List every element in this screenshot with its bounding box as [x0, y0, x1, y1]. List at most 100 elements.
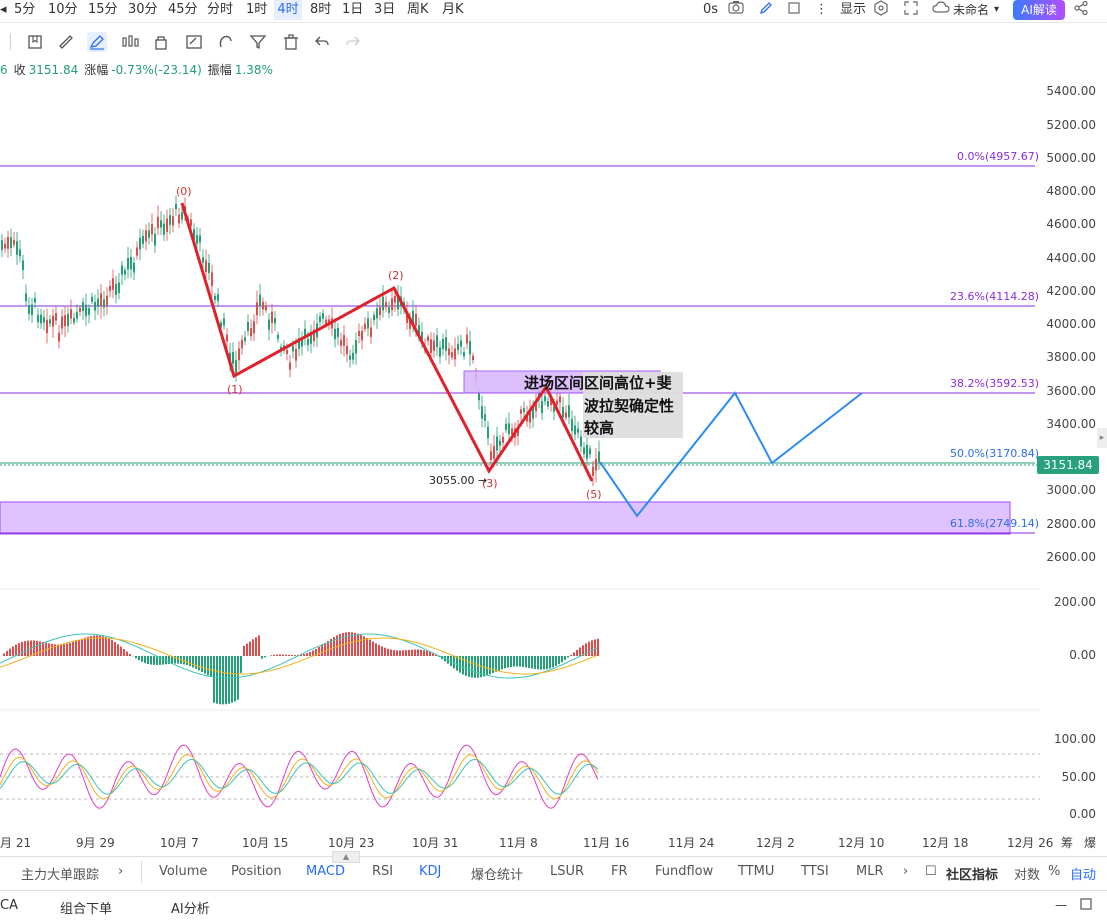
x-tick: 11月 16 [583, 834, 629, 851]
candle-body [457, 344, 459, 350]
chevron-right-icon[interactable]: › [118, 864, 123, 879]
bottom-tab-ai-analysis[interactable]: AI分析 [171, 898, 210, 917]
macd-bar [195, 656, 197, 669]
candle-body [589, 448, 591, 454]
share-icon[interactable] [1073, 0, 1089, 20]
bottom-tab-ca[interactable]: CA [0, 898, 18, 913]
macd-bar [543, 656, 545, 669]
tab-mlr[interactable]: MLR [856, 864, 884, 879]
resize-handle-icon[interactable]: ▲ [332, 851, 360, 863]
macd-bar [507, 656, 509, 668]
candle-body [145, 230, 147, 241]
log-scale-toggle[interactable]: 对数 [1014, 864, 1040, 883]
candle-body [205, 261, 207, 273]
macd-bar [372, 642, 374, 656]
macd-bar [210, 656, 212, 677]
candle-body [235, 360, 237, 373]
macd-bar [21, 642, 23, 656]
macd-bar [525, 656, 527, 667]
price-chart[interactable] [0, 0, 1040, 856]
macd-bar [117, 644, 119, 656]
candle-body [67, 314, 69, 326]
candle-body [19, 249, 21, 256]
indicator-tabs: 主力大单跟踪 › Volume Position MACD RSI KDJ 爆仓… [0, 856, 1107, 887]
candle-body [253, 321, 255, 333]
macd-bar [135, 656, 137, 658]
x-tick: 10月 15 [242, 834, 288, 851]
tab-macd[interactable]: MACD [306, 864, 345, 879]
tab-ttsi[interactable]: TTSI [801, 864, 829, 879]
macd-bar [261, 656, 263, 659]
kdj-tick: 100.00 [1046, 732, 1096, 746]
candle-body [190, 219, 192, 225]
chevron-right-icon[interactable]: › [903, 864, 908, 879]
candle-body [586, 445, 588, 459]
tab-ttmu[interactable]: TTMU [738, 864, 774, 879]
candle-body [127, 258, 129, 269]
macd-bar [108, 638, 110, 656]
collapse-icon[interactable]: ▸ [1097, 428, 1107, 448]
tab-fundflow[interactable]: Fundflow [655, 864, 713, 879]
tab-position[interactable]: Position [231, 864, 282, 879]
macd-bar [357, 634, 359, 656]
minimize-icon[interactable]: — [1055, 898, 1067, 912]
y-tick: 4400.00 [1046, 251, 1096, 265]
entry-zone[interactable] [0, 502, 1010, 534]
macd-bar [282, 655, 284, 656]
candle-body [430, 340, 432, 354]
note-line-1: 进场区间区间高位+斐 [524, 372, 672, 393]
candle-body [472, 356, 474, 360]
auto-scale-toggle[interactable]: 自动 [1070, 864, 1096, 883]
macd-bar [126, 652, 128, 656]
macd-bar [192, 656, 194, 667]
macd-bar [306, 653, 308, 656]
macd-bar [591, 640, 593, 656]
macd-bar [3, 653, 5, 656]
tab-liquidation[interactable]: 爆仓统计 [471, 864, 523, 883]
elliott-wave-line[interactable] [182, 203, 592, 481]
macd-bar [303, 654, 305, 656]
candle-body [388, 307, 390, 313]
percent-toggle[interactable]: % [1048, 864, 1060, 879]
macd-bar [549, 656, 551, 668]
tab-lsur[interactable]: LSUR [550, 864, 584, 879]
chip-distribution-button[interactable]: 筹 [1061, 834, 1073, 851]
candle-body [163, 224, 165, 235]
y-tick: 3400.00 [1046, 417, 1096, 431]
tab-volume[interactable]: Volume [159, 864, 207, 879]
liquidation-button[interactable]: 爆 [1084, 834, 1096, 851]
y-tick: 2600.00 [1046, 550, 1096, 564]
candle-body [460, 341, 462, 347]
macd-bar [231, 656, 233, 703]
candle-body [175, 204, 177, 209]
macd-bar [477, 656, 479, 678]
candle-body [121, 265, 123, 274]
tab-rsi[interactable]: RSI [372, 864, 393, 879]
community-icon[interactable]: ☐ [925, 864, 937, 879]
candle-body [100, 293, 102, 306]
bottom-tab-combo-order[interactable]: 组合下单 [60, 898, 112, 917]
tab-fr[interactable]: FR [611, 864, 628, 879]
wave-label-5: (5) [586, 488, 602, 501]
macd-bar [417, 649, 419, 656]
macd-bar [279, 654, 281, 656]
tab-kdj[interactable]: KDJ [419, 864, 441, 879]
macd-bar [15, 645, 17, 656]
wave-label-1: (1) [227, 383, 243, 396]
macd-bar [474, 656, 476, 678]
macd-bar [213, 656, 215, 703]
macd-bar [270, 655, 272, 656]
macd-bar [390, 650, 392, 656]
candle-body [37, 315, 39, 322]
candle-body [508, 423, 510, 434]
community-indicators[interactable]: 社区指标 [946, 864, 998, 883]
tab-main-order[interactable]: 主力大单跟踪 [21, 864, 99, 883]
maximize-icon[interactable] [1080, 898, 1092, 914]
macd-bar [468, 656, 470, 677]
macd-pane [0, 632, 599, 704]
candle-body [232, 352, 234, 364]
candle-body [547, 401, 549, 407]
candle-body [463, 352, 465, 356]
candle-body [202, 257, 204, 263]
y-tick: 5400.00 [1046, 84, 1096, 98]
